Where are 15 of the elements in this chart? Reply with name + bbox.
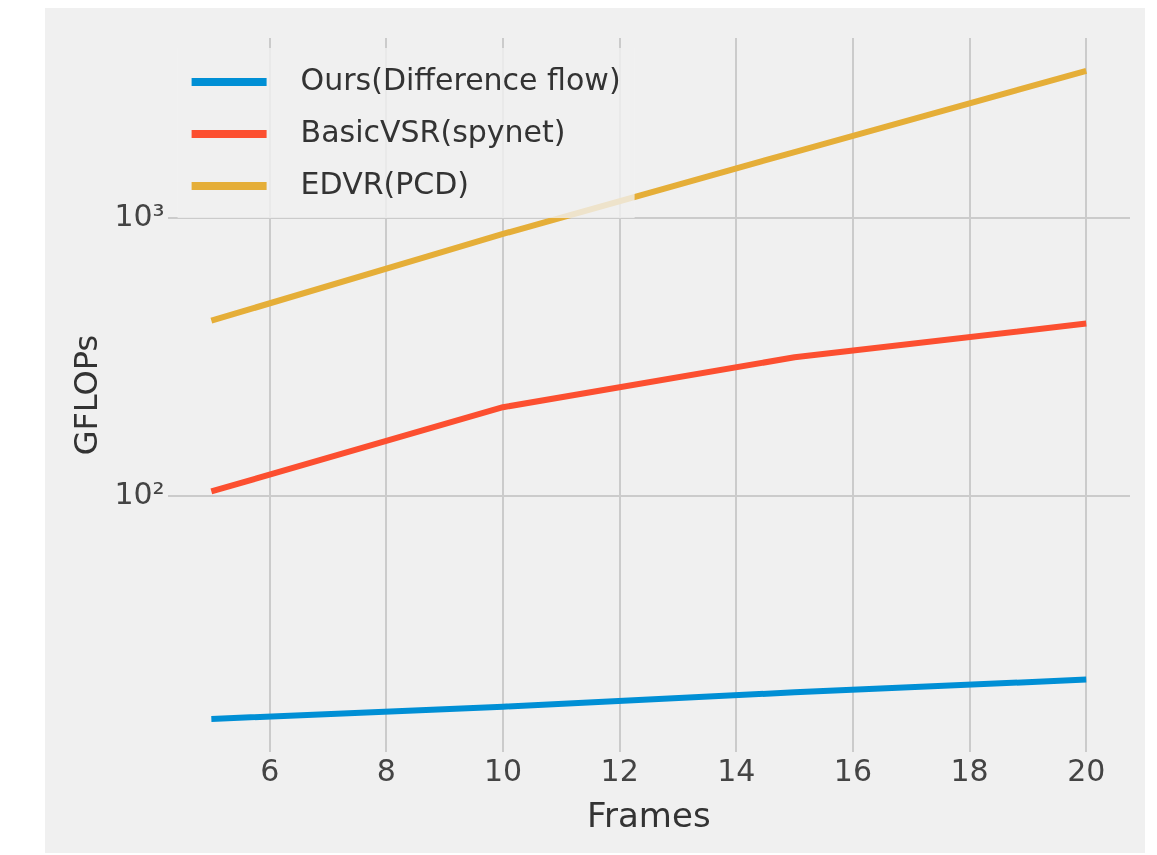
x-tick-label: 10 xyxy=(483,753,523,788)
x-tick-label: 14 xyxy=(717,753,756,788)
x-tick-label: 8 xyxy=(376,753,396,788)
legend-label: Ours(Difference flow) xyxy=(300,61,621,97)
x-tick-label: 18 xyxy=(950,753,989,788)
legend-label: BasicVSR(spynet) xyxy=(300,113,566,149)
x-axis-title: Frames xyxy=(586,795,711,836)
x-tick-label: 16 xyxy=(833,753,873,788)
y-axis-title: GFLOPs xyxy=(66,334,105,456)
y-tick-label: 10² xyxy=(114,476,165,512)
y-tick-label: 10³ xyxy=(114,198,165,234)
legend-label: EDVR(PCD) xyxy=(300,165,470,201)
x-tick-label: 20 xyxy=(1067,753,1106,788)
x-tick-label: 12 xyxy=(600,753,639,788)
x-tick-label: 6 xyxy=(260,753,280,788)
